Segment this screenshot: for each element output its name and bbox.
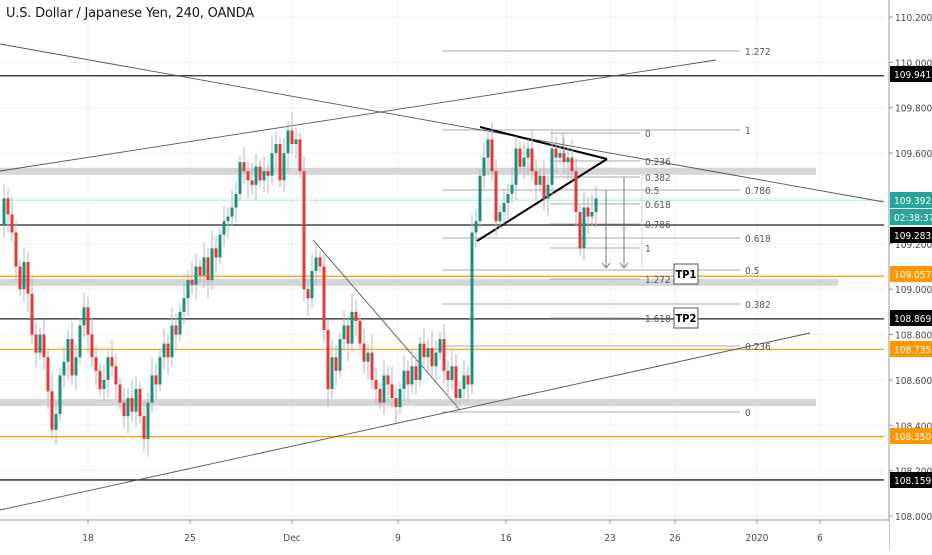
time-tick: 6: [817, 533, 823, 544]
svg-text:1: 1: [645, 244, 651, 255]
svg-text:1.618: 1.618: [645, 314, 671, 325]
svg-text:02:38:37: 02:38:37: [894, 213, 932, 224]
price-label: 108.159: [890, 472, 932, 488]
price-label: 109.283: [890, 227, 932, 243]
tp2-box[interactable]: TP2: [673, 307, 699, 329]
tp-boxes: TP1 TP2: [673, 263, 699, 329]
price-tick: 108.600: [895, 376, 932, 387]
svg-text:0: 0: [645, 129, 651, 140]
fib-levels: 1.272 1 0.786 0.618 0.5 0.382 0.236 0 0 0.236 0.38…: [442, 47, 771, 419]
svg-text:108.159: 108.159: [894, 476, 931, 487]
zone-band: [0, 399, 816, 407]
svg-text:108.350: 108.350: [894, 432, 931, 443]
svg-text:0.786: 0.786: [645, 220, 671, 231]
price-tick: 108.800: [895, 331, 932, 342]
svg-text:1: 1: [745, 126, 751, 137]
candles: [2, 112, 598, 457]
price-label: 109.941: [890, 66, 932, 82]
time-tick: 2020: [746, 533, 769, 544]
svg-text:0.618: 0.618: [645, 200, 671, 211]
svg-text:108.869: 108.869: [894, 314, 931, 325]
svg-text:TP1: TP1: [676, 268, 697, 281]
svg-text:108.735: 108.735: [894, 345, 931, 356]
tp1-box[interactable]: TP1: [673, 263, 699, 285]
svg-text:1.272: 1.272: [745, 47, 771, 58]
price-label: 108.869: [890, 310, 932, 326]
price-label: 108.350: [890, 428, 932, 444]
price-label: 109.057: [890, 266, 932, 282]
svg-text:1.272: 1.272: [645, 275, 671, 286]
trendlines: [0, 43, 885, 511]
price-tick: 110.000: [895, 58, 932, 69]
svg-text:0.5: 0.5: [745, 266, 759, 277]
time-tick: 9: [395, 533, 401, 544]
price-label: 109.392: [890, 192, 932, 208]
svg-text:0.236: 0.236: [745, 342, 771, 353]
target-arrows: [601, 175, 643, 269]
chart-title: U.S. Dollar / Japanese Yen, 240, OANDA: [6, 6, 254, 21]
price-tick: 109.000: [895, 285, 932, 296]
price-label: 108.735: [890, 341, 932, 357]
time-tick: 18: [82, 533, 94, 544]
price-label: 02:38:37: [890, 209, 932, 225]
grid: [0, 0, 884, 520]
time-tick: 26: [669, 533, 681, 544]
zone-band: [0, 167, 816, 175]
svg-text:0.618: 0.618: [745, 234, 771, 245]
time-tick: 23: [604, 533, 615, 544]
svg-text:109.283: 109.283: [894, 231, 931, 242]
svg-text:0.5: 0.5: [645, 186, 659, 197]
price-tick: 108.400: [895, 421, 932, 432]
time-tick: Dec: [283, 533, 300, 544]
price-tick: 109.200: [895, 240, 932, 251]
time-tick: 16: [500, 533, 512, 544]
price-tick: 110.200: [895, 13, 932, 24]
svg-text:0: 0: [745, 408, 751, 419]
price-tick: 109.600: [895, 149, 932, 160]
horizontal-levels: [0, 75, 884, 481]
svg-text:0.382: 0.382: [645, 173, 671, 184]
price-tick: 108.000: [895, 512, 932, 523]
zone-band: [0, 278, 838, 286]
svg-text:109.057: 109.057: [894, 270, 931, 281]
zones: [0, 167, 838, 407]
svg-text:0.786: 0.786: [745, 186, 771, 197]
time-tick: 25: [184, 533, 195, 544]
svg-text:109.941: 109.941: [894, 70, 931, 81]
svg-text:0.236: 0.236: [645, 157, 671, 168]
svg-text:0.382: 0.382: [745, 300, 771, 311]
svg-text:TP2: TP2: [676, 312, 697, 325]
svg-text:109.392: 109.392: [894, 196, 931, 207]
price-tick: 109.800: [895, 104, 932, 115]
